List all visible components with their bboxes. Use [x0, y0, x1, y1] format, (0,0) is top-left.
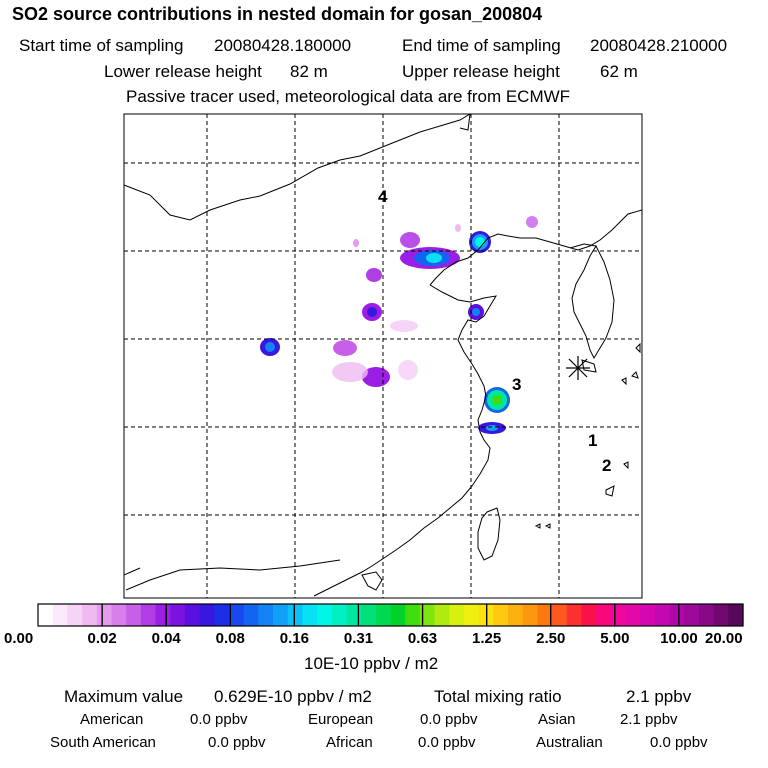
colorbar-tick-label: 0.63	[407, 630, 438, 647]
colorbar-tick-label: 0.08	[215, 630, 245, 647]
start-time-value: 20080428.180000	[214, 36, 352, 55]
colorbar-tick-label: 0.02	[87, 630, 117, 647]
source-value: 0.0 ppbv	[208, 734, 266, 751]
tracer-note: Passive tracer used, meteorological data…	[126, 87, 571, 106]
source-value: 0.0 ppbv	[418, 734, 476, 751]
map-label-3: 3	[512, 375, 521, 394]
source-value: 0.0 ppbv	[420, 711, 478, 728]
map-label-2: 2	[602, 456, 611, 475]
source-name: African	[326, 734, 373, 751]
colorbar-tick-label: 0.31	[343, 630, 374, 647]
colorbar-tick-label: 1.25	[472, 630, 502, 647]
start-time-label: Start time of sampling	[19, 36, 184, 55]
source-name: American	[80, 711, 144, 728]
source-name: Asian	[538, 711, 576, 728]
max-value: 0.629E-10 ppbv / m2	[214, 687, 372, 706]
source-value: 0.0 ppbv	[190, 711, 248, 728]
colorbar-tick-label: 0.04	[151, 630, 181, 647]
max-value-label: Maximum value	[64, 687, 184, 706]
source-value: 0.0 ppbv	[650, 734, 708, 751]
colorbar-tick-label: 20.00	[705, 630, 743, 647]
upper-release-value: 62 m	[600, 62, 638, 81]
map-label-1: 1	[588, 431, 597, 450]
end-time-label: End time of sampling	[402, 36, 561, 55]
map-label-4: 4	[378, 187, 388, 206]
colorbar-tick-label: 0.00	[4, 630, 34, 647]
source-value: 2.1 ppbv	[620, 711, 678, 728]
source-name: South American	[50, 734, 156, 751]
source-name: Australian	[536, 734, 603, 751]
colorbar-tick-label: 5.00	[600, 630, 630, 647]
upper-release-label: Upper release height	[402, 62, 560, 81]
station-asterisk-icon	[566, 356, 590, 380]
map-frame	[123, 113, 643, 599]
colorbar-tick-label: 10.00	[660, 630, 698, 647]
figure-title: SO2 source contributions in nested domai…	[12, 4, 543, 24]
colorbar-tick-label: 0.16	[279, 630, 309, 647]
end-time-value: 20080428.210000	[590, 36, 728, 55]
source-name: European	[308, 711, 374, 728]
lat-lon-grid	[124, 114, 642, 598]
colorbar-tick-label: 2.50	[536, 630, 566, 647]
concentration-field	[260, 216, 538, 434]
lower-release-label: Lower release height	[104, 62, 262, 81]
coastlines	[124, 114, 642, 597]
lower-release-value: 82 m	[290, 62, 328, 81]
colorbar-unit: 10E-10 ppbv / m2	[304, 654, 439, 673]
total-mixing-value: 2.1 ppbv	[626, 687, 692, 706]
total-mixing-label: Total mixing ratio	[434, 687, 562, 706]
